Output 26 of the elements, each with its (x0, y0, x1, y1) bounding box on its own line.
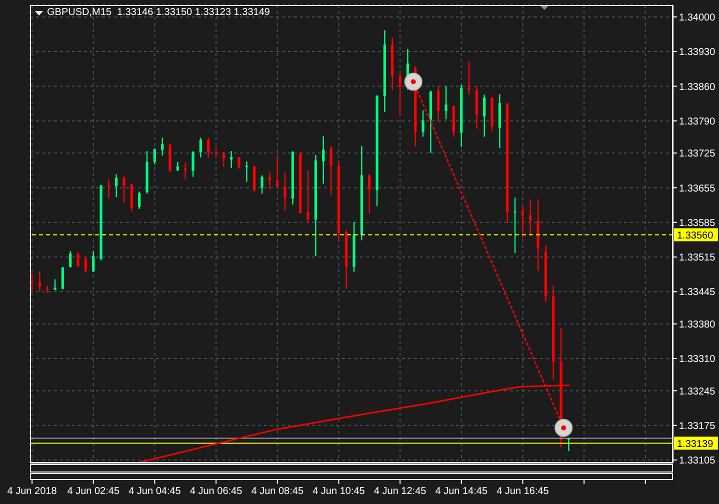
y-tick-label: 1.33725 (679, 148, 716, 160)
y-tick-label: 1.33380 (679, 319, 716, 330)
ref-line-label: 1.33139 (677, 439, 714, 450)
y-tick-label: 1.33585 (679, 218, 716, 229)
x-tick-label: 4 Jun 04:45 (128, 486, 182, 497)
x-tick-label: 4 Jun 16:45 (496, 486, 550, 497)
x-tick-label: 4 Jun 10:45 (312, 486, 366, 497)
x-tick-label: 4 Jun 2018 (7, 486, 58, 497)
chart-title: GBPUSD,M15 1.33146 1.33150 1.33123 1.33149 (47, 7, 270, 19)
x-tick-label: 4 Jun 14:45 (435, 486, 488, 497)
y-tick-label: 1.33790 (679, 116, 716, 128)
y-tick-label: 1.33245 (679, 386, 716, 398)
x-tick-label: 4 Jun 12:45 (374, 486, 427, 497)
y-tick-label: 1.33515 (679, 252, 716, 264)
y-tick-label: 1.33175 (679, 420, 716, 432)
x-tick-label: 4 Jun 06:45 (190, 486, 243, 497)
y-tick-label: 1.34000 (679, 12, 716, 24)
ref-line-label: 1.33560 (677, 230, 714, 242)
y-tick-label: 1.33445 (679, 287, 716, 298)
y-tick-label: 1.33105 (679, 456, 716, 467)
y-tick-label: 1.33860 (679, 82, 716, 93)
y-tick-label: 1.33310 (679, 354, 716, 366)
y-tick-label: 1.33930 (679, 47, 716, 58)
x-tick-label: 4 Jun 08:45 (251, 486, 304, 497)
x-tick-label: 4 Jun 02:45 (67, 486, 120, 497)
y-tick-label: 1.33655 (679, 183, 716, 194)
